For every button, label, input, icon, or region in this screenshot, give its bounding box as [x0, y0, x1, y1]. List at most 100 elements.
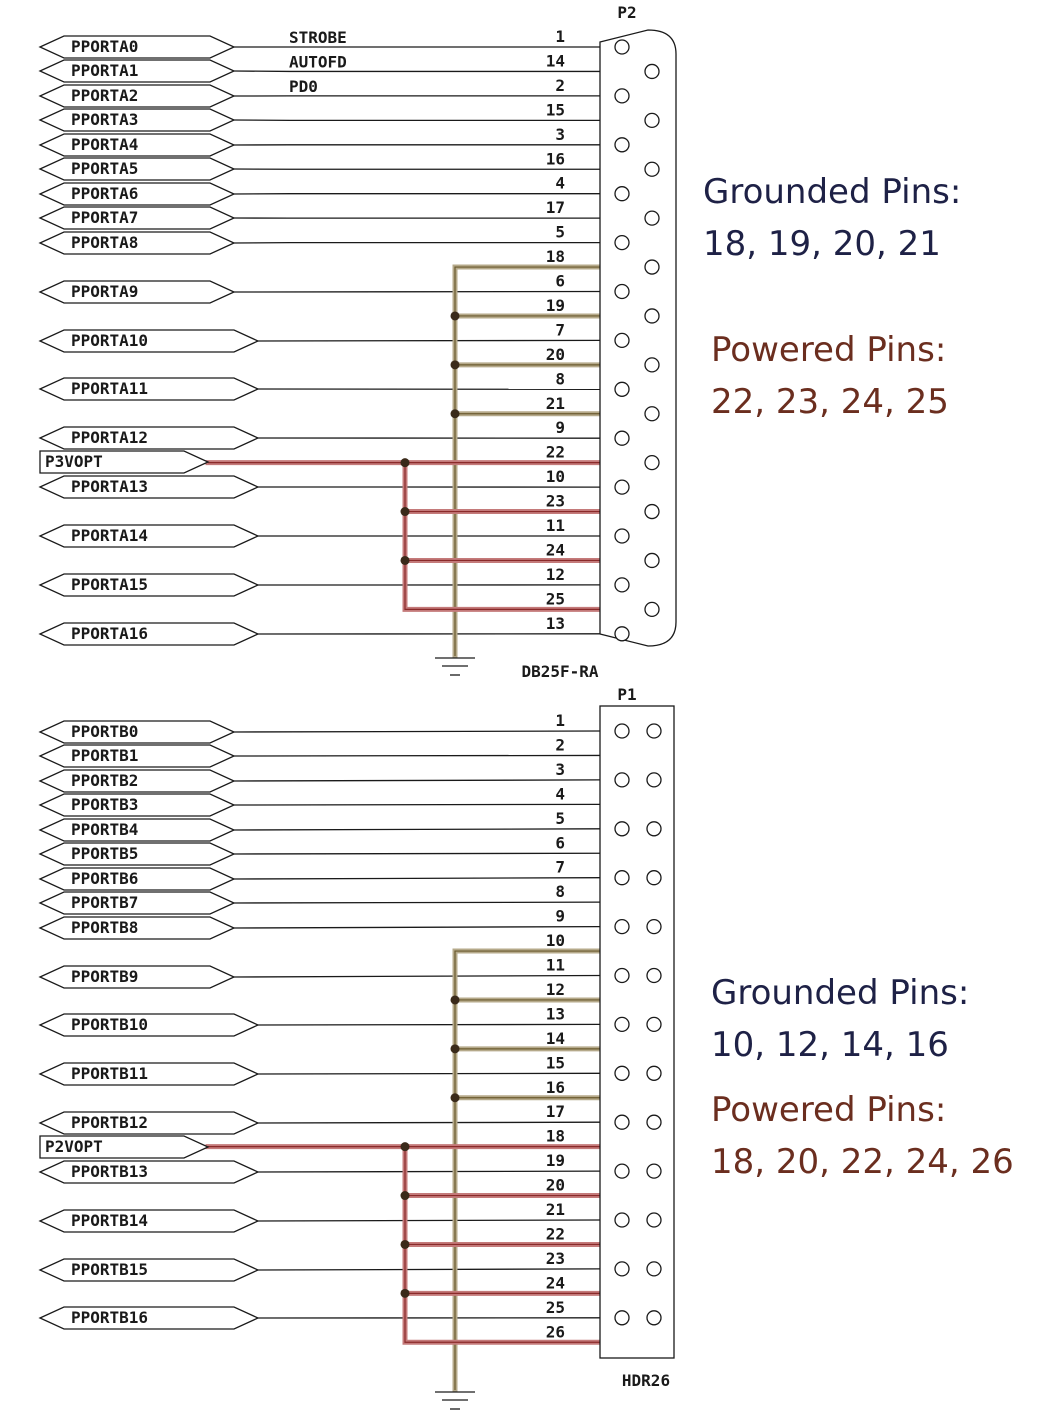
- p2-port-pporta10-label: PPORTA10: [71, 331, 148, 350]
- p2-port-pporta13-label: PPORTA13: [71, 477, 148, 496]
- p1-signal-wire-7: [233, 901, 601, 904]
- p1-power-junction-top: [400, 1142, 410, 1152]
- p1-port-pportb10: [38, 1013, 260, 1037]
- p2-port-pporta7-label: PPORTA7: [71, 208, 138, 227]
- p2-pin-number-17: 17: [546, 198, 565, 217]
- p1-port-pportb6-label: PPORTB6: [71, 869, 138, 888]
- p2-pin-number-3: 3: [555, 125, 565, 144]
- p1-pin-number-13: 13: [546, 1004, 565, 1023]
- p2-power-junction-top: [400, 458, 410, 468]
- p1-pin-number-23: 23: [546, 1249, 565, 1268]
- p2-part-label: DB25F-RA: [521, 662, 598, 681]
- p2-pin-number-8: 8: [555, 369, 565, 388]
- p1-pin-number-25: 25: [546, 1298, 565, 1317]
- p1-pin-contact-21: [614, 1212, 630, 1228]
- p1-pin-contact-pair-11: [646, 967, 662, 984]
- p2-net-label-strobe: STROBE: [289, 28, 347, 47]
- p1-pin-contact-pair-17: [646, 1114, 662, 1130]
- p1-pin-contact-19: [614, 1163, 630, 1179]
- p1-pin-contact-pair-25: [646, 1310, 662, 1326]
- p1-port-pportb11: [38, 1062, 260, 1086]
- p1-port-pportb4: [38, 818, 236, 842]
- p2-pin-contact-17: [644, 210, 660, 226]
- p1-pin-number-24: 24: [546, 1273, 565, 1292]
- p2-port-pporta5-label: PPORTA5: [71, 159, 138, 178]
- p2-pin-contact-5: [614, 234, 630, 251]
- p1-pin-number-8: 8: [555, 882, 565, 901]
- p2-pin-number-2: 2: [555, 76, 565, 95]
- p1-part-label: HDR26: [622, 1371, 670, 1390]
- p2-power-junction-0: [400, 507, 410, 517]
- p1-pin-number-12: 12: [546, 980, 565, 999]
- p2-pin-number-9: 9: [555, 418, 565, 437]
- p1-port-pportb8: [38, 916, 236, 940]
- top-powered-note: Powered Pins: 22, 23, 24, 25: [711, 324, 949, 428]
- top-powered-values: 22, 23, 24, 25: [711, 382, 949, 422]
- p2-pin-contact-1: [614, 39, 630, 55]
- p1-port-pportb2-label: PPORTB2: [71, 771, 138, 790]
- p1-pin-contact-11: [614, 967, 630, 984]
- p2-pin-contact-13: [614, 626, 630, 642]
- p1-ground-junction-2: [450, 1093, 460, 1103]
- p1-signal-wire-10: [257, 1023, 601, 1026]
- p1-ref-label: P1: [617, 685, 636, 704]
- p1-port-pportb0: [38, 720, 236, 744]
- p1-signal-wire-14: [257, 1219, 601, 1222]
- p1-pin-number-14: 14: [546, 1029, 565, 1048]
- p2-ground-junction-1: [450, 360, 460, 370]
- p1-port-pportb14-label: PPORTB14: [71, 1211, 148, 1230]
- p1-pin-contact-5: [614, 821, 630, 837]
- p1-signal-wire-1: [233, 754, 601, 757]
- p2-port-pporta3-label: PPORTA3: [71, 110, 138, 129]
- p2-pin-contact-19: [644, 308, 660, 324]
- p2-pin-number-10: 10: [546, 467, 565, 486]
- p2-pin-contact-12: [614, 577, 630, 593]
- p2-pin-number-16: 16: [546, 149, 565, 168]
- p2-pin-contact-4: [614, 186, 630, 202]
- p2-port-pporta15: [38, 573, 260, 597]
- p1-port-pportb1: [38, 744, 236, 768]
- p2-ground-junction-0: [450, 311, 460, 321]
- p1-signal-wire-6: [233, 877, 601, 880]
- p2-pin-contact-11: [614, 528, 630, 544]
- p1-connector-body: [599, 705, 675, 1359]
- p1-signal-wire-2: [233, 779, 601, 782]
- p1-pin-number-16: 16: [546, 1078, 565, 1097]
- p2-pin-contact-14: [644, 63, 660, 80]
- p1-pin-number-6: 6: [555, 833, 565, 852]
- p2-port-pporta4: [38, 133, 236, 157]
- p2-pin-number-5: 5: [555, 223, 565, 242]
- p1-port-pportb4-label: PPORTB4: [71, 820, 138, 839]
- p1-pin-number-26: 26: [546, 1322, 565, 1341]
- p2-pin-number-19: 19: [546, 296, 565, 315]
- p1-port-pportb14: [38, 1209, 260, 1233]
- p2-power-junction-1: [400, 555, 410, 565]
- p1-signal-wire-8: [233, 925, 601, 929]
- p2-port-pporta12-label: PPORTA12: [71, 428, 148, 447]
- p2-ground-rail-core: [454, 266, 652, 656]
- p1-power-port-label: P2VOPT: [45, 1137, 103, 1156]
- p1-pin-contact-pair-23: [646, 1261, 662, 1277]
- p1-port-pportb9-label: PPORTB9: [71, 967, 138, 986]
- p1-pin-number-7: 7: [555, 858, 565, 877]
- p2-port-pporta8: [38, 231, 236, 255]
- p1-pin-number-22: 22: [546, 1224, 565, 1243]
- p1-port-pportb7: [38, 891, 236, 915]
- p2-pin-contact-16: [644, 161, 660, 177]
- p2-pin-number-15: 15: [546, 100, 565, 119]
- p2-power-port: [39, 450, 210, 474]
- p2-pin-contact-24: [644, 552, 660, 569]
- p2-port-pporta7: [38, 206, 236, 230]
- p1-port-pportb8-label: PPORTB8: [71, 918, 138, 937]
- p1-port-pportb3-label: PPORTB3: [71, 795, 138, 814]
- p1-port-pportb6: [38, 867, 236, 891]
- p1-port-pportb12-label: PPORTB12: [71, 1113, 148, 1132]
- p2-pin-number-1: 1: [555, 27, 565, 46]
- p1-pin-contact-3: [614, 772, 630, 788]
- p1-pin-contact-17: [614, 1114, 630, 1130]
- p2-port-pporta14: [38, 524, 260, 548]
- p1-pin-contact-pair-7: [646, 870, 662, 886]
- p2-port-pporta13: [38, 475, 260, 499]
- top-grounded-note: Grounded Pins: 18, 19, 20, 21: [703, 166, 961, 270]
- p1-pin-number-20: 20: [546, 1176, 565, 1195]
